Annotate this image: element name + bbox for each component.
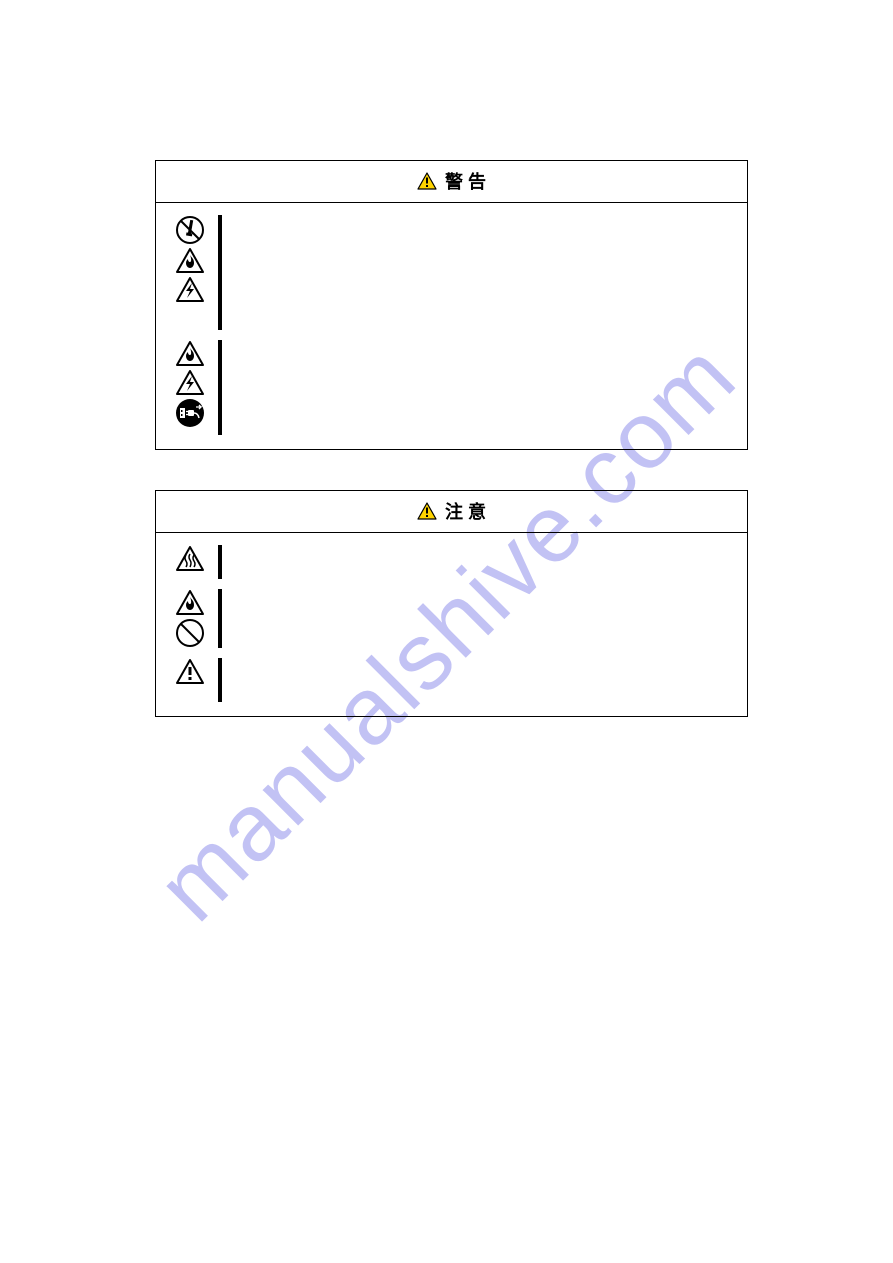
- warning-triangle-icon: [417, 172, 437, 190]
- separator-bar: [218, 340, 222, 435]
- caution-entry: [172, 545, 731, 579]
- icon-column: [172, 658, 208, 685]
- caution-entry: [172, 658, 731, 702]
- no-disassemble-icon: [175, 215, 205, 245]
- entry-text: [232, 340, 731, 435]
- caution-body: [156, 533, 747, 716]
- fire-icon: [175, 340, 205, 367]
- separator-bar: [218, 589, 222, 648]
- icon-column: [172, 545, 208, 572]
- icon-column: [172, 589, 208, 648]
- entry-text: [232, 545, 731, 579]
- icon-column: [172, 215, 208, 303]
- separator-bar: [218, 215, 222, 330]
- shock-icon: [175, 369, 205, 396]
- entry-text: [232, 589, 731, 647]
- warning-entry: [172, 215, 731, 330]
- prohibit-icon: [175, 618, 205, 648]
- hot-icon: [175, 545, 205, 572]
- page-content: 警 告: [0, 0, 893, 717]
- entry-text: [232, 658, 731, 702]
- fire-icon: [175, 589, 205, 616]
- warning-triangle-icon: [417, 502, 437, 520]
- warning-title: 警 告: [445, 168, 486, 194]
- caution-entry: [172, 589, 731, 648]
- entry-text: [232, 215, 731, 330]
- caution-box: 注 意: [155, 490, 748, 717]
- unplug-icon: [175, 398, 205, 428]
- caution-title: 注 意: [445, 498, 486, 524]
- separator-bar: [218, 658, 222, 702]
- caution-header: 注 意: [156, 491, 747, 533]
- icon-column: [172, 340, 208, 428]
- warning-header: 警 告: [156, 161, 747, 203]
- separator-bar: [218, 545, 222, 579]
- warning-body: [156, 203, 747, 449]
- warning-box: 警 告: [155, 160, 748, 450]
- fire-icon: [175, 247, 205, 274]
- alert-icon: [175, 658, 205, 685]
- shock-icon: [175, 276, 205, 303]
- warning-entry: [172, 340, 731, 435]
